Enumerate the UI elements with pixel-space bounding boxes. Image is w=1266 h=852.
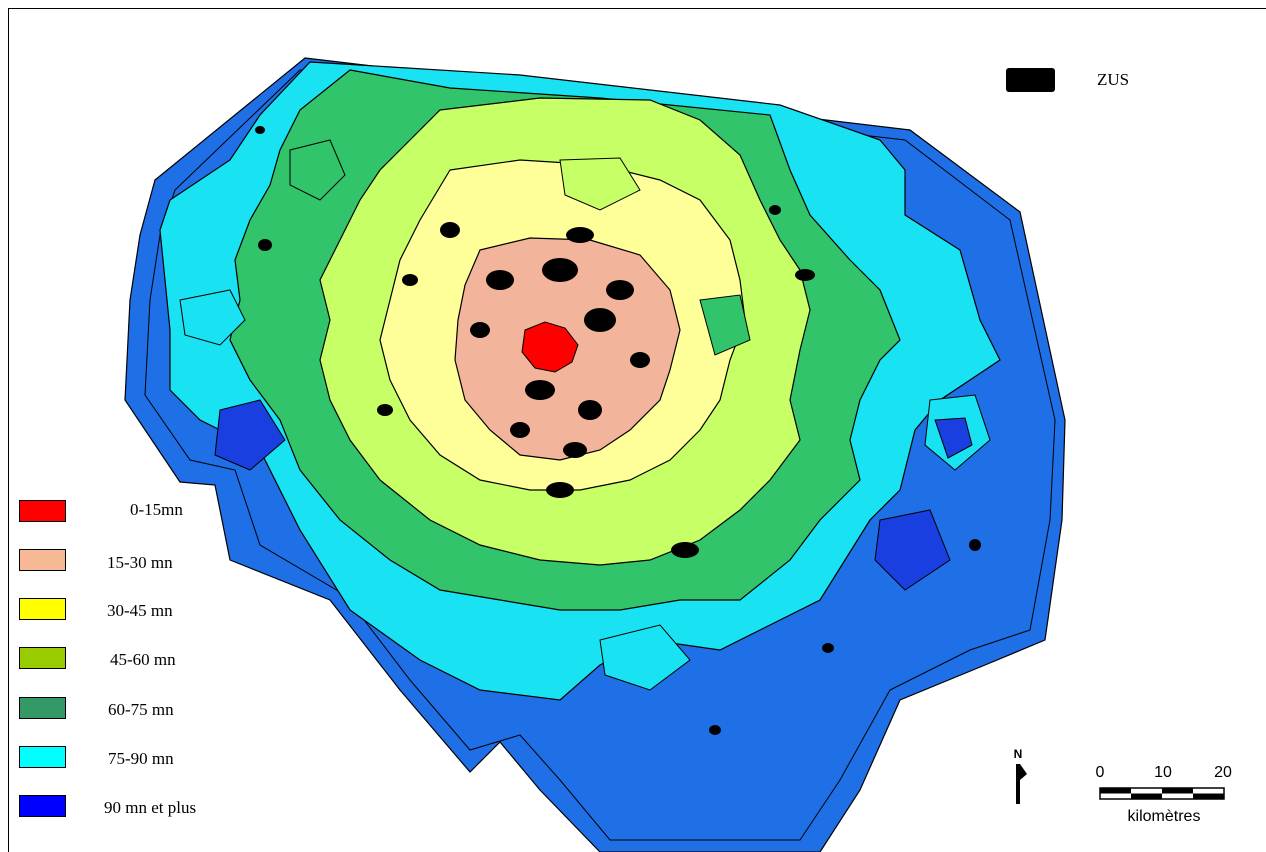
zus-blob [606, 280, 634, 300]
zus-blob [525, 380, 555, 400]
contour-island [289, 139, 346, 201]
legend-swatch-60-75 [19, 697, 66, 719]
zus-blob [510, 422, 530, 438]
zus-blob [578, 400, 602, 420]
zus-blob [563, 442, 587, 458]
contour-island [559, 157, 641, 211]
scale-tick-10: 10 [1154, 764, 1172, 781]
contour-island [934, 417, 973, 459]
zus-blob [255, 126, 265, 134]
legend-swatch-75-90 [19, 746, 66, 768]
contour-island [179, 289, 246, 346]
zus-blob [402, 274, 418, 286]
zus-blob [795, 269, 815, 281]
zus-blob [377, 404, 393, 416]
zus-blob [566, 227, 594, 243]
scale-bar: 0 10 20 kilomètres [1096, 764, 1232, 825]
zus-blob [440, 222, 460, 238]
contour-island [699, 294, 751, 356]
legend-label-30-45: 30-45 mn [107, 601, 173, 620]
zus-blob [769, 205, 781, 215]
zus-blob [470, 322, 490, 338]
legend-label-60-75: 60-75 mn [108, 700, 174, 719]
zus-blob [486, 270, 514, 290]
legend-swatch-90-plus [19, 795, 66, 817]
zone-90-ring [144, 69, 1056, 841]
north-label: N [1014, 747, 1023, 761]
legend-label-45-60: 45-60 mn [110, 650, 176, 669]
zus-blob [258, 239, 272, 251]
legend-label-15-30: 15-30 mn [107, 553, 173, 572]
zus-blob [969, 539, 981, 551]
legend-swatch-45-60 [19, 647, 66, 669]
scale-unit: kilomètres [1128, 808, 1201, 825]
zus-legend-label: ZUS [1097, 70, 1130, 89]
zus-blob [671, 542, 699, 558]
zus-blob [709, 725, 721, 735]
zus-legend-swatch [1006, 68, 1055, 92]
zus-blob [584, 308, 616, 332]
north-arrow-icon: N [1014, 747, 1027, 804]
legend-swatch-30-45 [19, 598, 66, 620]
zus-blob [630, 352, 650, 368]
zus-blob [822, 643, 834, 653]
legend-label-75-90: 75-90 mn [108, 749, 174, 768]
legend-label-0-15: 0-15mn [130, 500, 183, 519]
zus-blobs [255, 126, 981, 735]
legend-swatch-15-30 [19, 549, 66, 571]
zus-blob [546, 482, 574, 498]
contour-island [874, 509, 951, 591]
legend-swatch-0-15 [19, 500, 66, 522]
contour-island [599, 624, 691, 691]
map-frame [8, 8, 1266, 852]
scale-tick-0: 0 [1096, 764, 1105, 781]
legend-label-90-plus: 90 mn et plus [104, 798, 197, 817]
contour-island [214, 399, 286, 471]
centre-speck [542, 339, 558, 351]
scale-tick-20: 20 [1214, 764, 1232, 781]
zus-blob [542, 258, 578, 282]
